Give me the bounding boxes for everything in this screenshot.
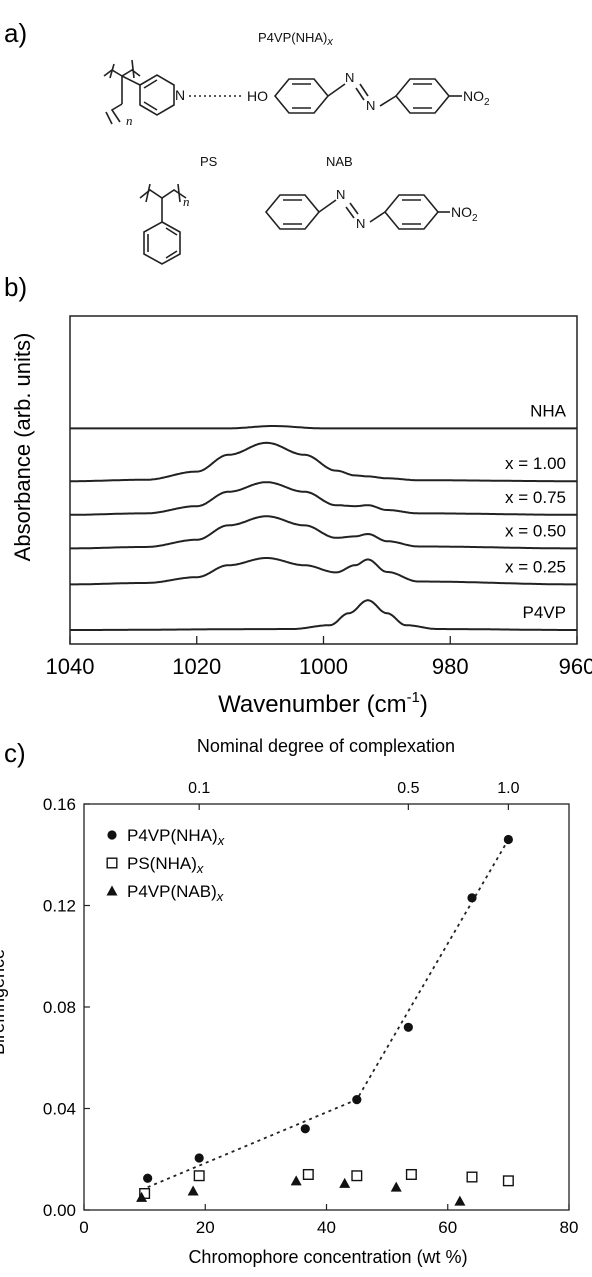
c-point-open-square — [466, 1171, 478, 1183]
panel-label-b: b) — [4, 272, 27, 302]
complex-title: P4VP(NHA)x — [258, 30, 333, 48]
nitrophenyl-ring — [379, 78, 462, 114]
c-x-axis-label: Chromophore concentration (wt %) — [188, 1247, 467, 1267]
legend-marker-circle — [107, 830, 117, 840]
c-top-axis-title: Nominal degree of complexation — [197, 736, 455, 756]
c-point-circle — [143, 1173, 153, 1183]
c-top-tick-label: 1.0 — [497, 780, 519, 797]
b-series-label: NHA — [530, 401, 567, 420]
c-x-tick-label: 80 — [560, 1218, 579, 1237]
b-series-line — [70, 599, 577, 631]
azo-group — [327, 83, 369, 101]
c-point-open-square — [193, 1170, 205, 1182]
legend-label: P4VP(NHA)x — [127, 826, 225, 848]
c-y-tick-label: 0.08 — [43, 998, 76, 1017]
legend: P4VP(NHA)x PS(NHA)x P4VP(NAB)x — [106, 826, 225, 904]
ps-repeat-n: n — [183, 194, 190, 209]
c-point-circle — [300, 1124, 310, 1134]
legend-label: PS(NHA)x — [127, 854, 204, 876]
chemical-structures: P4VP(NHA)x n N HO — [103, 30, 490, 265]
c-point-triangle — [187, 1185, 199, 1196]
b-x-tick-label: 960 — [559, 654, 592, 679]
no2-label: NO2 — [463, 88, 490, 108]
c-point-circle — [403, 1022, 413, 1032]
panel-label-c: c) — [4, 738, 26, 768]
c-point-open-square — [351, 1170, 363, 1182]
c-x-tick-label: 0 — [79, 1218, 88, 1237]
pyridine-ring — [121, 74, 175, 116]
c-x-tick-label: 20 — [196, 1218, 215, 1237]
phenol-ring — [273, 78, 330, 114]
c-point-circle — [467, 893, 477, 903]
c-point-open-square — [302, 1168, 314, 1180]
c-point-circle — [194, 1153, 204, 1163]
legend-label: P4VP(NAB)x — [127, 882, 224, 904]
c-point-triangle — [339, 1177, 351, 1188]
b-series-line — [70, 557, 577, 586]
c-point-circle — [352, 1095, 362, 1105]
c-y-tick-label: 0.12 — [43, 897, 76, 916]
ps-label: PS — [200, 154, 218, 169]
legend-marker-triangle — [106, 885, 118, 896]
b-x-ticks: 1040 1020 1000 980 960 — [46, 636, 592, 679]
b-series: NHA x = 1.00 x = 0.75 x = 0.50 x = 0.25 P4VP — [70, 401, 577, 631]
c-point-triangle — [390, 1181, 402, 1192]
b-series-line — [70, 515, 577, 550]
legend-marker-open-square — [106, 857, 118, 869]
c-y-tick-label: 0.00 — [43, 1201, 76, 1220]
b-x-tick-label: 1000 — [299, 654, 348, 679]
repeat-n: n — [126, 113, 133, 128]
c-data-points — [136, 834, 514, 1206]
c-point-circle — [503, 834, 513, 845]
b-series-label: x = 0.75 — [505, 488, 566, 507]
c-y-axis-label: Birefringence — [0, 949, 8, 1055]
panel-label-a: a) — [4, 18, 27, 48]
b-series-line — [70, 481, 577, 516]
nab-label: NAB — [326, 154, 353, 169]
nab-structure — [264, 194, 450, 230]
b-x-tick-label: 980 — [432, 654, 469, 679]
b-series-label: x = 1.00 — [505, 454, 566, 473]
b-y-axis-label: Absorbance (arb. units) — [10, 333, 35, 562]
b-series-label: x = 0.50 — [505, 521, 566, 540]
b-series-label: x = 0.25 — [505, 557, 566, 576]
p4vp-backbone: n — [103, 59, 141, 128]
c-point-triangle — [290, 1175, 302, 1186]
nab-azo-n2-label: N — [356, 216, 365, 231]
c-y-tick-label: 0.04 — [43, 1100, 76, 1119]
b-series-line — [70, 441, 577, 483]
ps-structure — [139, 183, 187, 265]
nab-no2-label: NO2 — [451, 204, 478, 224]
ho-label: HO — [247, 88, 268, 104]
b-x-tick-label: 1020 — [172, 654, 221, 679]
c-top-tick-label: 0.5 — [397, 780, 419, 797]
c-y-tick-label: 0.16 — [43, 795, 76, 814]
c-point-open-square — [405, 1168, 417, 1180]
c-point-open-square — [502, 1175, 514, 1187]
birefringence-chart: Nominal degree of complexation 0 20 40 60 80… — [0, 736, 578, 1267]
c-point-triangle — [454, 1195, 466, 1206]
b-x-tick-label: 1040 — [46, 654, 95, 679]
b-x-axis-label: Wavenumber (cm-1) — [218, 689, 428, 718]
c-x-tick-label: 40 — [317, 1218, 336, 1237]
c-point-triangle — [136, 1191, 148, 1202]
c-x-tick-label: 60 — [438, 1218, 457, 1237]
azo-n1-label: N — [345, 70, 354, 85]
ir-spectra-chart: 1040 1020 1000 980 960 NHA x = 1.00 x = 0.75 x … — [10, 315, 592, 718]
pyridine-n-label: N — [175, 87, 185, 103]
c-top-tick-label: 0.1 — [188, 780, 210, 797]
b-series-line — [70, 425, 577, 430]
nab-azo-n1-label: N — [336, 187, 345, 202]
azo-n2-label: N — [366, 98, 375, 113]
c-axes-ticks: 0 20 40 60 80 0.00 0.04 0.08 0.12 0.16 0.1 0.5 1.0 — [43, 780, 579, 1237]
b-series-label: P4VP — [523, 603, 566, 622]
